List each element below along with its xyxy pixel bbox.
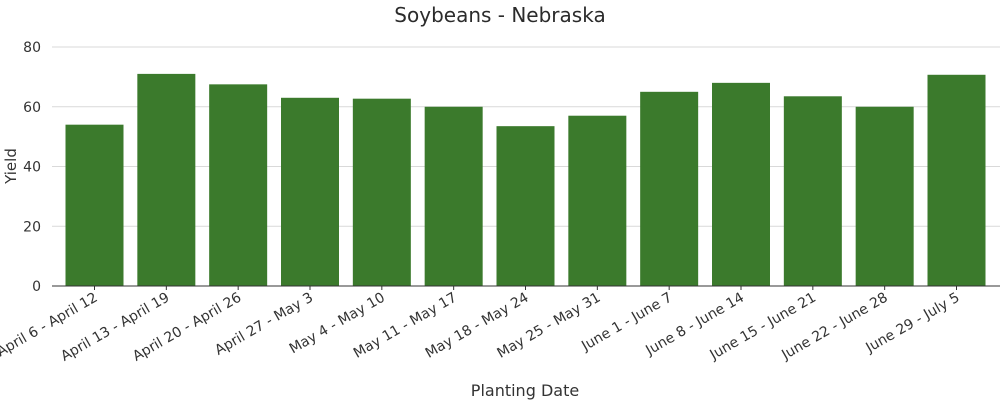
y-tick-label: 60	[23, 100, 41, 116]
bar	[209, 84, 268, 286]
y-tick-label: 20	[23, 219, 41, 235]
bar	[352, 98, 411, 286]
bar	[496, 126, 555, 286]
y-tick-label: 40	[23, 160, 41, 176]
bar	[568, 115, 627, 287]
bar	[424, 106, 483, 286]
bars	[65, 73, 986, 287]
y-tick-label: 80	[23, 40, 41, 56]
bar	[783, 96, 842, 286]
bar	[281, 97, 339, 286]
chart-title: Soybeans - Nebraska	[394, 3, 605, 27]
bar	[712, 82, 770, 286]
bar	[927, 74, 986, 286]
bar	[640, 91, 699, 286]
axes	[52, 285, 1000, 290]
bar	[65, 124, 124, 286]
y-axis-label: Yield	[2, 148, 20, 185]
y-tick-labels: 0 20 40 60 80	[23, 40, 41, 295]
x-axis-label: Planting Date	[471, 381, 579, 400]
bar	[137, 73, 196, 286]
bar	[855, 106, 914, 286]
y-tick-label: 0	[32, 279, 41, 295]
